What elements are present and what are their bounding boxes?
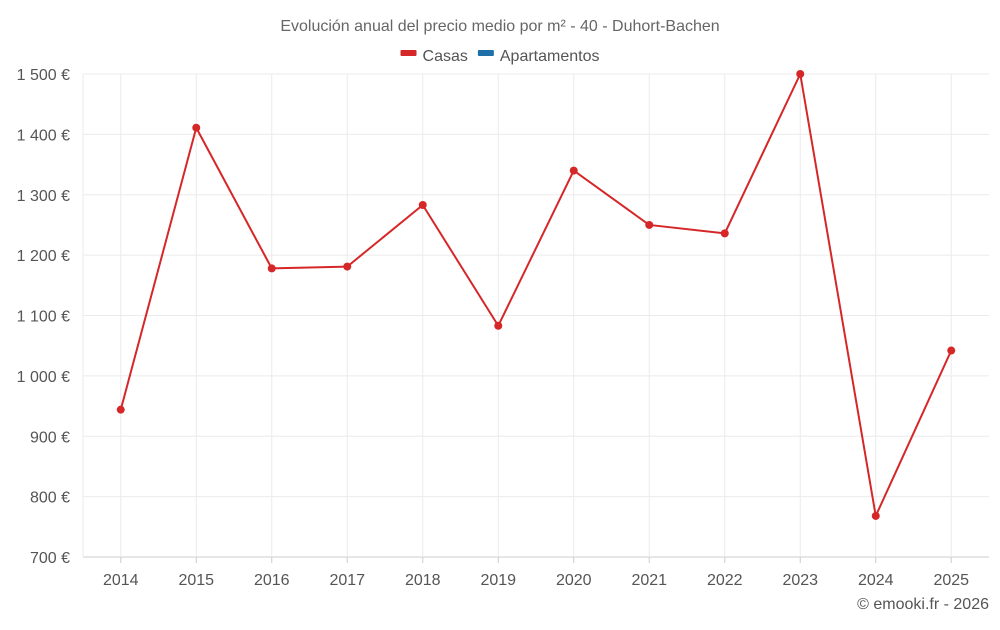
legend-swatch-apartamentos[interactable] [477,50,494,56]
x-tick-label: 2022 [707,572,743,589]
y-tick-label: 1 200 € [17,248,70,265]
y-tick-label: 1 300 € [17,188,70,205]
data-point[interactable] [494,321,503,330]
x-tick-label: 2014 [103,572,139,589]
legend-label[interactable]: Apartamentos [500,48,600,65]
data-point[interactable] [418,201,427,210]
x-tick-label: 2021 [631,572,667,589]
y-tick-label: 900 € [30,429,70,446]
series-layer [116,70,956,520]
x-tick-label: 2020 [556,572,592,589]
x-tick-label: 2023 [782,572,818,589]
y-tick-label: 1 400 € [17,127,70,144]
x-tick-label: 2016 [254,572,290,589]
x-tick-label: 2015 [178,572,214,589]
data-point[interactable] [192,123,201,132]
legend-swatch-casas[interactable] [400,50,417,56]
x-tick-label: 2017 [329,572,365,589]
series-line-casas [119,73,953,517]
credit-text: © emooki.fr - 2026 [857,596,989,613]
data-point[interactable] [116,405,125,414]
data-point[interactable] [343,262,352,271]
y-tick-label: 700 € [30,550,70,567]
x-tick-label: 2025 [933,572,969,589]
data-point[interactable] [947,346,956,355]
y-tick-label: 1 000 € [17,369,70,386]
data-point[interactable] [796,70,805,78]
data-point[interactable] [720,229,729,238]
data-point[interactable] [267,264,276,273]
x-tick-label: 2019 [480,572,516,589]
y-tick-label: 800 € [30,490,70,507]
grid [82,73,989,558]
axes: 700 € 800 € 900 € 1 000 € 1 100 € 1 200 € 1 30… [17,67,970,589]
y-tick-label: 1 100 € [17,309,70,326]
x-tick-label: 2024 [858,572,894,589]
data-point[interactable] [645,220,654,229]
chart-title: Evolución anual del precio medio por m² … [280,18,719,35]
legend-label[interactable]: Casas [423,48,468,65]
x-tick-label: 2018 [405,572,441,589]
legend: Casas Apartamentos [400,48,600,65]
data-point[interactable] [871,511,880,520]
data-point[interactable] [569,166,578,175]
y-tick-label: 1 500 € [17,67,70,84]
